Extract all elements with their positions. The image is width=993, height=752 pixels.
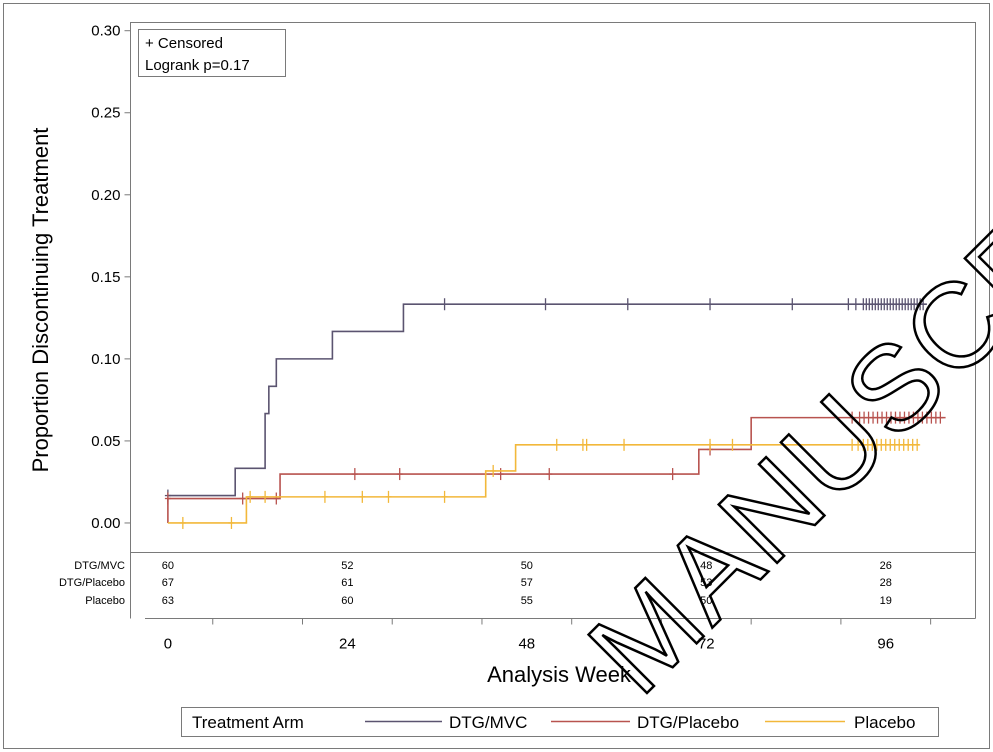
risk-value: 28 bbox=[880, 577, 892, 589]
risk-table-frame bbox=[130, 552, 976, 619]
risk-value: 60 bbox=[162, 560, 174, 572]
legend-title: Treatment Arm bbox=[192, 713, 304, 732]
risk-value: 67 bbox=[162, 577, 174, 589]
y-tick-label: 0.30 bbox=[91, 23, 120, 40]
risk-value: 26 bbox=[880, 560, 892, 572]
y-tick-label: 0.10 bbox=[91, 351, 120, 368]
risk-row-label: DTG/MVC bbox=[74, 560, 125, 572]
x-tick-label: 24 bbox=[339, 636, 356, 653]
risk-row-label: Placebo bbox=[85, 595, 125, 607]
y-axis: 0.00 0.05 0.10 0.15 0.20 0.25 0.30 bbox=[91, 23, 131, 532]
legend-entry: DTG/MVC bbox=[449, 713, 527, 732]
x-tick-label: 72 bbox=[698, 636, 715, 653]
y-tick-label: 0.15 bbox=[91, 269, 120, 286]
x-tick-label: 48 bbox=[518, 636, 535, 653]
plot-area bbox=[130, 22, 976, 553]
series-placebo bbox=[167, 438, 921, 529]
risk-value: 61 bbox=[341, 577, 353, 589]
series-line bbox=[167, 303, 927, 497]
risk-value: 19 bbox=[880, 595, 892, 607]
risk-table: DTG/MVC 60 52 50 48 26 DTG/Placebo 67 61 57 53 28 Pl… bbox=[59, 560, 892, 607]
y-tick-label: 0.00 bbox=[91, 515, 120, 532]
x-tick-label: 0 bbox=[164, 636, 172, 653]
y-tick-label: 0.25 bbox=[91, 105, 120, 122]
y-tick-label: 0.20 bbox=[91, 187, 120, 204]
risk-value: 57 bbox=[521, 577, 533, 589]
risk-value: 53 bbox=[700, 577, 712, 589]
risk-value: 50 bbox=[521, 560, 533, 572]
x-axis: 0 24 48 72 96 bbox=[164, 618, 932, 653]
censored-note: + Censored bbox=[145, 35, 223, 52]
series-dtg-placebo bbox=[164, 411, 946, 523]
y-tick-label: 0.05 bbox=[91, 433, 120, 450]
risk-value: 63 bbox=[162, 595, 174, 607]
x-axis-label: Analysis Week bbox=[487, 662, 632, 687]
legend-entry: Placebo bbox=[854, 713, 915, 732]
legend: Treatment Arm DTG/MVC DTG/Placebo Placebo bbox=[181, 707, 939, 737]
risk-row-label: DTG/Placebo bbox=[59, 577, 125, 589]
outer-frame bbox=[3, 3, 990, 749]
series-line bbox=[167, 444, 920, 524]
series-dtg-mvc bbox=[164, 298, 927, 502]
legend-entry: DTG/Placebo bbox=[637, 713, 739, 732]
y-axis-label: Proportion Discontinuing Treatment bbox=[28, 128, 53, 473]
series-layer bbox=[164, 298, 946, 529]
risk-value: 55 bbox=[521, 595, 533, 607]
x-tick-label: 96 bbox=[877, 636, 894, 653]
series-line bbox=[167, 416, 946, 523]
risk-value: 48 bbox=[700, 560, 712, 572]
risk-value: 50 bbox=[700, 595, 712, 607]
risk-value: 60 bbox=[341, 595, 353, 607]
risk-value: 52 bbox=[341, 560, 353, 572]
info-box: + Censored Logrank p=0.17 bbox=[138, 29, 286, 77]
logrank-note: Logrank p=0.17 bbox=[145, 57, 250, 74]
watermark-text: MANUSCRIPT bbox=[564, 49, 993, 719]
